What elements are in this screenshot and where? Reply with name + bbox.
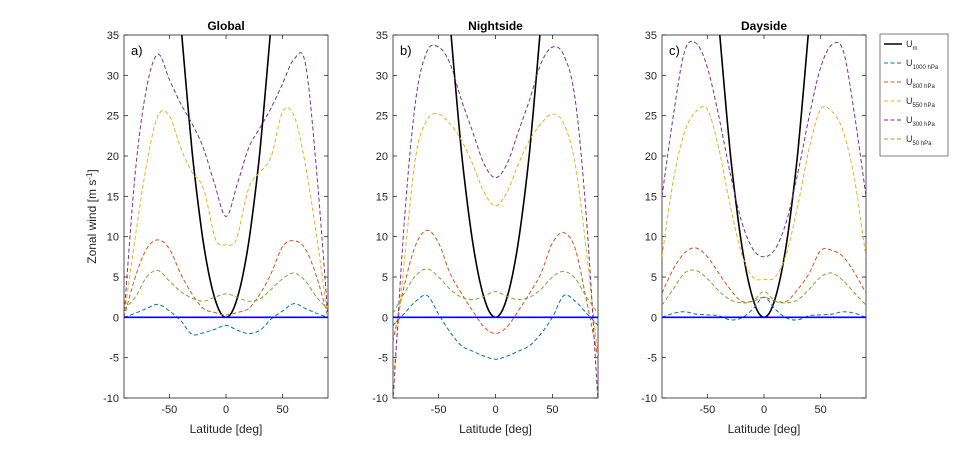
y-tick-label: -10 [103, 393, 119, 405]
legend-label-base: U [906, 77, 913, 87]
panel-label: c) [669, 43, 680, 58]
panel-title: Dayside [741, 19, 787, 33]
y-tick-label: -10 [372, 393, 388, 405]
y-tick-label: 30 [107, 70, 119, 82]
legend-label: U300 hPa [906, 115, 936, 128]
y-label-end: ] [85, 169, 99, 172]
y-tick-label: 25 [645, 111, 657, 123]
series-line-u-1000 [662, 296, 866, 321]
y-tick-label: 0 [651, 312, 657, 324]
data-lines [393, 35, 598, 398]
y-tick-label: -5 [378, 353, 388, 365]
series-line-u-1000 [124, 303, 328, 336]
y-axis-label: Zonal wind [m s-1] [85, 169, 99, 264]
legend-label-base: U [906, 96, 913, 106]
series-line-u-800 [393, 229, 598, 358]
y-tick-label: 15 [376, 191, 388, 203]
y-tick-label: 20 [107, 151, 119, 163]
y-tick-label: 35 [645, 30, 657, 42]
x-axis-label: Latitude [deg] [190, 422, 263, 436]
legend-label-sub: 50 hPa [913, 141, 933, 147]
y-tick-label: 20 [376, 151, 388, 163]
x-axis-label: Latitude [deg] [728, 422, 801, 436]
y-tick-label: 15 [107, 191, 119, 203]
legend-label-sub: 300 hPa [913, 122, 936, 128]
y-tick-label: 0 [382, 312, 388, 324]
legend-label: U50 hPa [906, 134, 932, 147]
legend-box [879, 33, 949, 157]
x-tick-label: 50 [277, 404, 289, 416]
x-tick-label: 0 [492, 404, 498, 416]
series-line-u-1000 [393, 294, 598, 360]
y-tick-label: -5 [647, 353, 657, 365]
series-line-u-50 [124, 269, 328, 310]
series-line-u-800 [124, 239, 328, 318]
y-tick-label: 5 [113, 272, 119, 284]
legend-label: U800 hPa [906, 77, 936, 90]
x-tick-label: 0 [223, 404, 229, 416]
y-tick-label: 0 [113, 312, 119, 324]
series-line-u-50 [662, 269, 866, 306]
y-tick-label: 5 [382, 272, 388, 284]
legend-label-base: U [906, 39, 913, 49]
x-tick-label: -50 [431, 404, 447, 416]
series-line-u-300 [662, 40, 866, 258]
series-line-u-50 [393, 268, 598, 314]
series-line-u-550 [393, 113, 598, 382]
axes-frame [661, 34, 867, 399]
y-tick-label: 35 [376, 30, 388, 42]
x-tick-label: -50 [699, 404, 715, 416]
legend-label: U550 hPa [906, 96, 936, 109]
panel-label: a) [131, 43, 143, 58]
y-tick-label: 15 [645, 191, 657, 203]
y-tick-label: 20 [645, 151, 657, 163]
y-tick-label: 30 [645, 70, 657, 82]
panel-label: b) [400, 43, 412, 58]
y-label-superscript: -1 [85, 172, 94, 180]
legend-label-base: U [906, 58, 913, 68]
legend-label-base: U [906, 134, 913, 144]
panel-title: Nightside [468, 19, 523, 33]
y-tick-label: -10 [641, 393, 657, 405]
legend-label-base: U [906, 115, 913, 125]
legend-label-sub: 1000 hPa [913, 65, 939, 71]
y-tick-label: 5 [651, 272, 657, 284]
series-line-u-550 [662, 105, 866, 281]
axes-frame [392, 34, 599, 399]
series-line-u-300 [124, 52, 328, 318]
legend-label-sub: m [913, 46, 918, 52]
panel-title: Global [207, 19, 244, 33]
legend-label: U1000 hPa [906, 58, 939, 71]
y-tick-label: -5 [109, 353, 119, 365]
legend-label: Um [906, 39, 918, 52]
x-tick-label: -50 [161, 404, 177, 416]
y-label-text: Zonal wind [m s [85, 180, 99, 264]
y-tick-label: 25 [107, 111, 119, 123]
series-line-u-800 [662, 247, 866, 303]
y-tick-label: 35 [107, 30, 119, 42]
legend-label-sub: 550 hPa [913, 103, 936, 109]
legend-label-sub: 800 hPa [913, 84, 936, 90]
x-tick-label: 50 [815, 404, 827, 416]
series-line-u-550 [124, 107, 328, 318]
x-tick-label: 0 [761, 404, 767, 416]
x-tick-label: 50 [546, 404, 558, 416]
y-tick-label: 10 [376, 232, 388, 244]
y-tick-label: 25 [376, 111, 388, 123]
y-tick-label: 10 [107, 232, 119, 244]
y-tick-label: 30 [376, 70, 388, 82]
y-tick-label: 10 [645, 232, 657, 244]
x-axis-label: Latitude [deg] [459, 422, 532, 436]
